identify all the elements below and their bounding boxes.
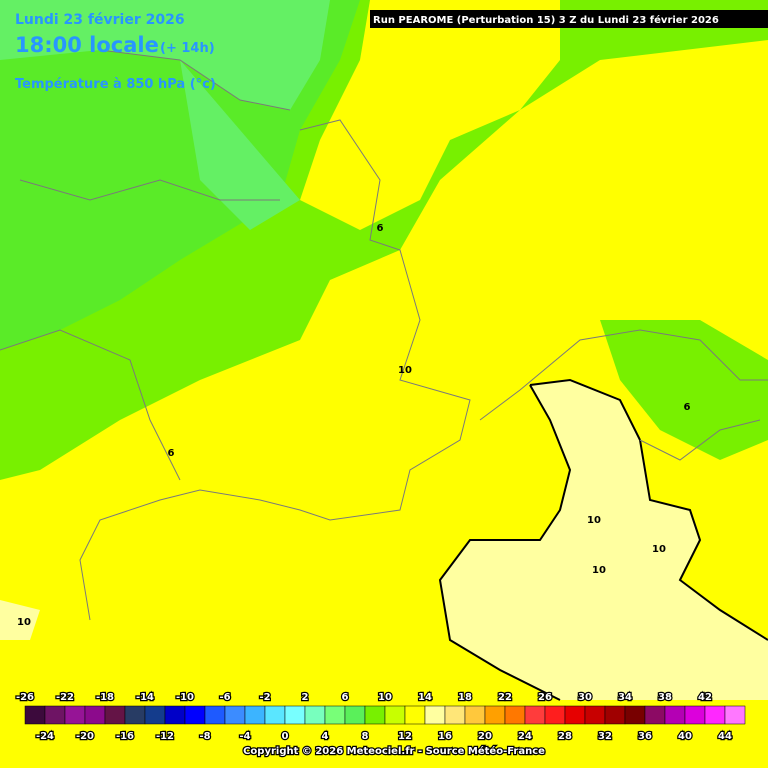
legend-swatch [164,705,186,725]
legend-swatch [84,705,106,725]
legend-label: 32 [598,731,612,742]
legend-swatch [404,705,426,725]
legend-swatch [564,705,586,725]
legend-label: 44 [718,731,732,742]
legend-swatch [704,705,726,725]
legend-label: 34 [618,692,632,703]
contour-label: 10 [398,365,412,376]
lead-time: (+ 14h) [160,41,215,56]
legend-label: -16 [116,731,134,742]
legend-swatch [44,705,66,725]
parameter: Température à 850 hPa (°c) [15,77,216,92]
legend-swatch [484,705,506,725]
light-green-region [0,0,330,230]
legend-label: -12 [156,731,174,742]
legend-label: 24 [518,731,532,742]
legend-swatch [264,705,286,725]
legend-label: 14 [418,692,432,703]
legend-label: 26 [538,692,552,703]
copyright: Copyright © 2026 Meteociel.fr - Source M… [243,745,545,757]
legend-swatch [464,705,486,725]
legend-swatch [124,705,146,725]
legend-label: 38 [658,692,672,703]
legend-swatch [724,705,746,725]
legend-swatch [364,705,386,725]
legend-label: 10 [378,692,392,703]
legend-label: -4 [239,731,250,742]
contour-label: 10 [592,565,606,576]
legend-swatch [184,705,206,725]
legend-swatch [344,705,366,725]
legend: -26 -22 -18 -14 -10 -6 -2 2 6 10 14 18 22 26 30 34 38 42-… [15,691,746,743]
legend-swatch [664,705,686,725]
time: 18:00 locale [15,33,159,57]
legend-swatch [624,705,646,725]
legend-label: 40 [678,731,692,742]
legend-label: -2 [259,692,270,703]
legend-swatch [304,705,326,725]
legend-label: 2 [302,692,309,703]
legend-swatch [144,705,166,725]
legend-label: 30 [578,692,592,703]
legend-label: 16 [438,731,452,742]
legend-swatch [284,705,306,725]
legend-swatch [224,705,246,725]
legend-swatch [444,705,466,725]
legend-swatch [424,705,446,725]
legend-label: -18 [96,692,114,703]
date: Lundi 23 février 2026 [15,12,185,28]
legend-label: 20 [478,731,492,742]
legend-swatch [324,705,346,725]
borders [0,49,768,621]
legend-label: 18 [458,692,472,703]
legend-swatch [584,705,606,725]
contour-label: 6 [684,402,691,413]
legend-label: 8 [362,731,369,742]
legend-label: 0 [282,731,289,742]
lime-region-east [600,320,768,460]
legend-swatch [204,705,226,725]
legend-swatch [64,705,86,725]
legend-swatch [644,705,666,725]
contour-label: 10 [587,515,601,526]
contour-label: 6 [377,223,384,234]
legend-label: -14 [136,692,154,703]
contour-label: 10 [652,544,666,555]
legend-label: 28 [558,731,572,742]
contour-label: 10 [17,617,31,628]
legend-label: -24 [36,731,54,742]
legend-swatch [24,705,46,725]
legend-label: -20 [76,731,94,742]
legend-swatch [104,705,126,725]
legend-swatch [604,705,626,725]
legend-swatch [544,705,566,725]
legend-label: -22 [56,692,74,703]
pale-yellow-region [0,380,768,700]
legend-label: -6 [219,692,230,703]
legend-label: 42 [698,692,712,703]
legend-label: 22 [498,692,512,703]
legend-label: -8 [199,731,210,742]
run-bar [370,10,768,28]
legend-label: 4 [322,731,329,742]
contour-label: 6 [168,448,175,459]
legend-swatch [504,705,526,725]
legend-swatch [684,705,706,725]
isotherm [438,378,768,701]
legend-swatch [524,705,546,725]
legend-swatch [244,705,266,725]
legend-swatch [384,705,406,725]
run-title: Run PEAROME (Perturbation 15) 3 Z du Lun… [373,14,719,26]
legend-label: -26 [16,692,34,703]
legend-label: -10 [176,692,194,703]
legend-label: 36 [638,731,652,742]
legend-label: 12 [398,731,412,742]
legend-label: 6 [342,692,349,703]
